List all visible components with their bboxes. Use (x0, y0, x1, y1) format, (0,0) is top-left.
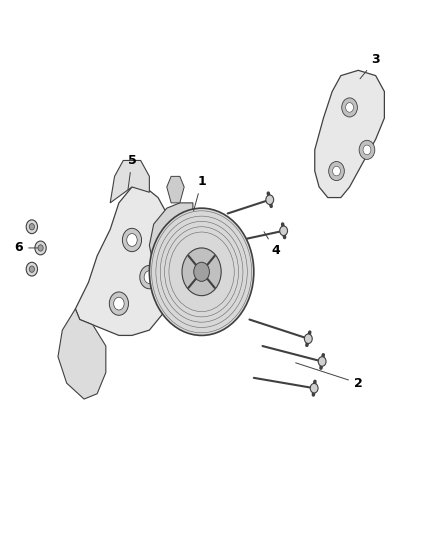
Text: 3: 3 (360, 53, 380, 79)
Polygon shape (315, 70, 385, 198)
Circle shape (127, 233, 137, 246)
Text: 5: 5 (127, 154, 136, 190)
Circle shape (346, 103, 353, 112)
Circle shape (266, 195, 274, 205)
Circle shape (29, 223, 35, 230)
Circle shape (110, 292, 128, 316)
Polygon shape (110, 160, 149, 203)
Circle shape (328, 161, 344, 181)
Polygon shape (167, 176, 184, 203)
Circle shape (182, 248, 221, 296)
Circle shape (332, 166, 340, 176)
Polygon shape (58, 309, 106, 399)
Circle shape (304, 334, 312, 343)
Polygon shape (75, 187, 167, 335)
Circle shape (114, 297, 124, 310)
Circle shape (342, 98, 357, 117)
Circle shape (26, 262, 38, 276)
Polygon shape (149, 203, 193, 319)
Circle shape (318, 357, 326, 366)
Circle shape (38, 245, 43, 251)
Circle shape (29, 266, 35, 272)
Circle shape (363, 145, 371, 155)
Circle shape (35, 241, 46, 255)
Circle shape (144, 271, 155, 284)
Circle shape (280, 226, 287, 236)
Circle shape (194, 262, 209, 281)
Circle shape (359, 140, 375, 159)
Text: 1: 1 (194, 175, 206, 211)
Circle shape (149, 208, 254, 335)
Circle shape (122, 228, 141, 252)
Text: 6: 6 (14, 241, 38, 254)
Text: 4: 4 (264, 232, 280, 257)
Circle shape (26, 220, 38, 233)
Circle shape (140, 265, 159, 289)
Circle shape (310, 383, 318, 393)
Text: 2: 2 (296, 363, 363, 390)
